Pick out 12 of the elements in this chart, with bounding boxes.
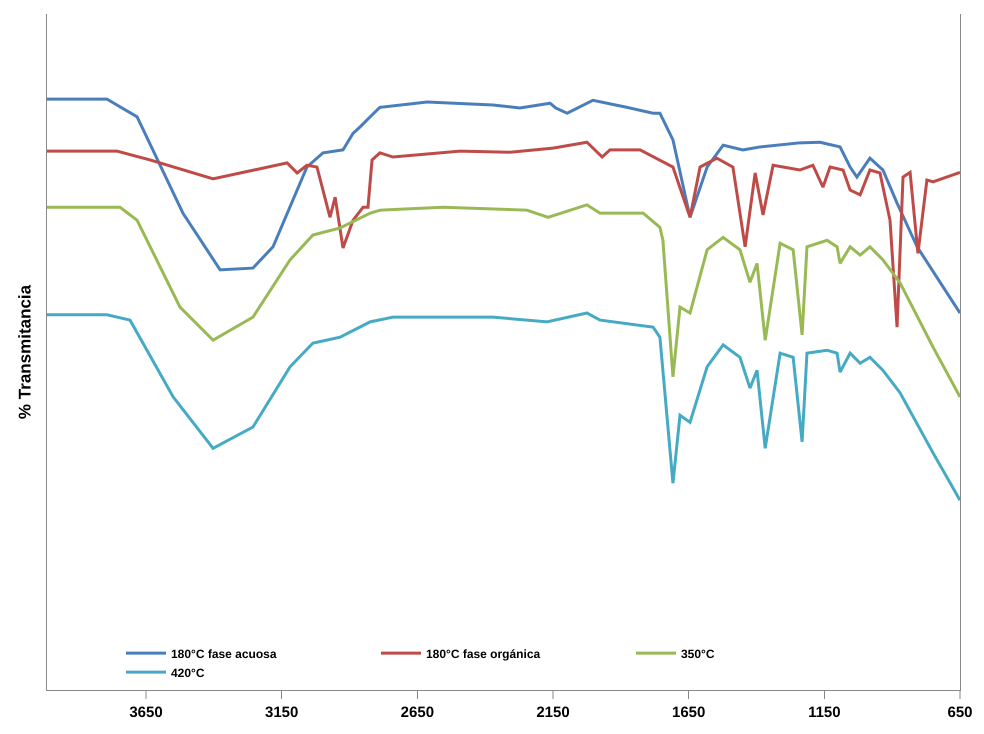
x-tick-label: 1650 bbox=[672, 704, 706, 721]
legend-label: 180°C fase orgánica bbox=[426, 646, 541, 661]
x-tick-label: 1150 bbox=[808, 704, 841, 721]
legend-label: 350°C bbox=[681, 646, 715, 661]
x-tick-label: 650 bbox=[947, 704, 973, 721]
x-tick-label: 2150 bbox=[536, 704, 570, 721]
legend-label: 180°C fase acuosa bbox=[171, 646, 277, 661]
x-tick-label: 3150 bbox=[265, 704, 298, 721]
y-axis-title: % Transmitancia bbox=[16, 284, 35, 420]
x-tick-label: 2650 bbox=[400, 704, 434, 721]
legend-label: 420°C bbox=[171, 666, 205, 680]
x-tick-label: 3650 bbox=[129, 704, 163, 721]
